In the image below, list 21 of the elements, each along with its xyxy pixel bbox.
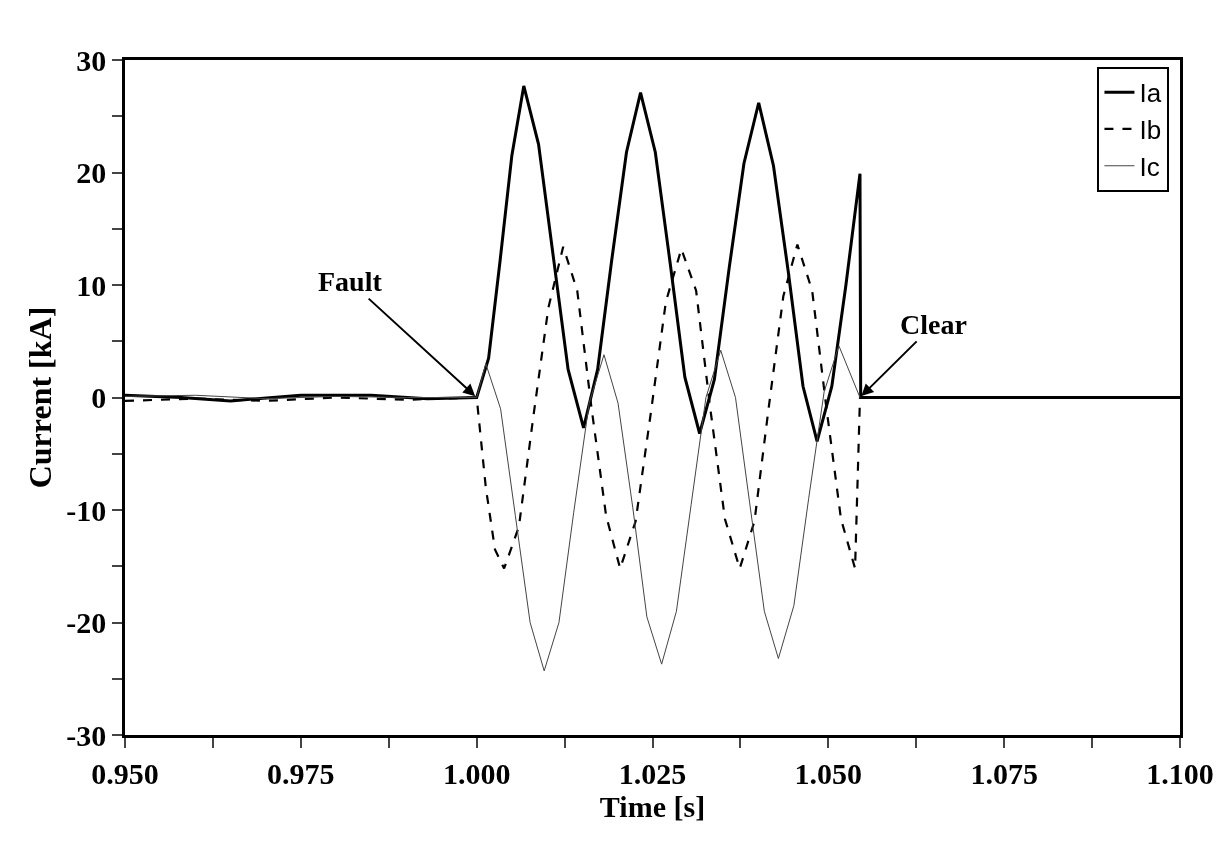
y-tick-label: 0 <box>91 381 107 414</box>
y-tick-label: -20 <box>66 606 107 639</box>
x-tick-label: 0.975 <box>267 756 335 790</box>
x-tick-label: 1.075 <box>970 756 1038 790</box>
x-tick-label: 1.050 <box>794 756 863 790</box>
x-tick-label: 1.000 <box>442 756 511 790</box>
y-tick-label: -10 <box>66 493 107 527</box>
x-tick-label: 1.025 <box>618 756 687 790</box>
legend-label: Ib <box>1139 115 1162 146</box>
annotation: Fault <box>318 266 383 297</box>
y-tick-label: 10 <box>76 268 107 302</box>
y-tick-label: 20 <box>76 156 107 189</box>
legend-label: Ia <box>1139 78 1162 109</box>
x-axis-title: Time [s] <box>599 789 706 823</box>
x-tick-label: 0.950 <box>91 756 159 790</box>
y-tick-label: -30 <box>66 718 107 752</box>
x-tick-label: 1.100 <box>1146 756 1214 790</box>
annotation: Clear <box>900 309 967 340</box>
y-axis-title: Current [kA] <box>21 306 58 489</box>
legend-label: Ic <box>1139 151 1160 182</box>
y-tick-label: 30 <box>76 43 107 77</box>
